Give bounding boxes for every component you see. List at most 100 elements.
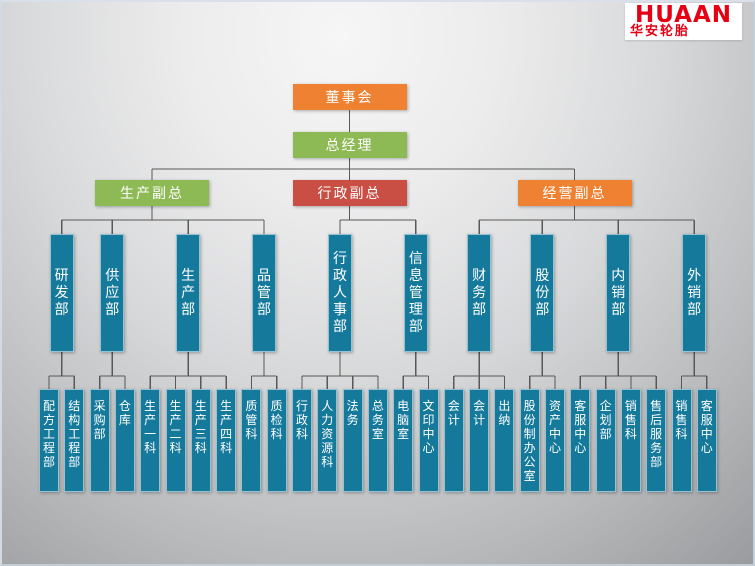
org-node-label-char: 程 [68, 441, 81, 455]
org-node-label-char: 份 [523, 413, 536, 427]
org-node-label-char: 库 [118, 413, 131, 427]
org-node-label-char: 管 [408, 284, 423, 301]
org-node-label-char: 政 [295, 413, 308, 427]
org-node-label-char: 科 [245, 427, 258, 441]
org-node-label-char: 计 [473, 413, 486, 427]
org-node-label-char: 产 [181, 284, 196, 301]
org-node-label-char: 中 [422, 427, 435, 441]
org-node-vp: 行政副总 [292, 180, 407, 206]
org-node-label-char: 心 [548, 441, 561, 455]
org-node-label-char: 总 [371, 399, 384, 413]
org-node-department: 财务部 [467, 234, 492, 352]
org-node-vp: 生产副总 [95, 180, 209, 206]
org-node-section: 总务室 [367, 389, 388, 492]
org-node-label-char: 室 [371, 427, 384, 441]
org-node-section: 配方工程部 [39, 389, 59, 492]
org-node-general-manager: 总经理 [292, 132, 407, 158]
org-node-section: 生产三科 [190, 389, 211, 492]
org-node-label-char: 人 [332, 284, 347, 301]
org-node-label-char: 中 [700, 427, 713, 441]
org-node-label-char: 科 [321, 455, 334, 469]
org-node-label-char: 事 [332, 301, 347, 318]
org-node-label-char: 政 [332, 267, 347, 284]
org-node-label-char: 产 [144, 413, 157, 427]
org-node-label-char: 售 [624, 413, 637, 427]
org-node-label-char: 仓 [118, 399, 131, 413]
org-node-label-char: 资 [321, 427, 334, 441]
org-node-label-char: 外 [687, 267, 702, 284]
org-node-label-char: 服 [700, 413, 713, 427]
org-node-section: 生产四科 [216, 389, 237, 492]
org-node-department: 信息管理部 [403, 234, 428, 352]
org-node-section: 出纳 [494, 389, 515, 492]
org-node-label-char: 文 [422, 399, 435, 413]
org-node-section: 客服中心 [696, 389, 717, 492]
org-node-section: 法务 [342, 389, 363, 492]
org-node-label-char: 生 [144, 399, 157, 413]
org-node-label-char: 品 [257, 267, 272, 284]
org-node-section: 销售科 [671, 389, 692, 492]
org-node-label-char: 部 [42, 455, 55, 469]
org-node-label-char: 部 [54, 301, 69, 318]
org-node-section: 电脑室 [393, 389, 414, 492]
org-node-label-char: 生 [169, 399, 182, 413]
org-node-label-char: 后 [650, 413, 663, 427]
org-node-label-char: 力 [321, 413, 334, 427]
org-node-label-char: 质 [245, 399, 258, 413]
org-node-label-char: 科 [220, 441, 233, 455]
org-node-label-char: 会 [447, 399, 460, 413]
org-node-label-char: 管 [257, 284, 272, 301]
org-node-label-char: 销 [687, 284, 702, 301]
org-node-label-char: 股 [535, 267, 550, 284]
org-node-label-char: 出 [498, 399, 511, 413]
org-node-label-char: 结 [68, 399, 81, 413]
org-node-section: 销售科 [620, 389, 641, 492]
org-node-label-char: 售 [675, 413, 688, 427]
org-node-label-char: 资 [548, 399, 561, 413]
org-node-label-char: 计 [447, 413, 460, 427]
org-node-label-char: 部 [93, 427, 106, 441]
org-node-label-char: 务 [472, 284, 487, 301]
org-node-label-char: 程 [42, 441, 55, 455]
org-node-label-char: 服 [574, 413, 587, 427]
org-node-label-char: 务 [346, 413, 359, 427]
org-node-label-char: 务 [371, 413, 384, 427]
org-node-section: 行政科 [292, 389, 312, 492]
org-node-label-char: 部 [68, 455, 81, 469]
org-node-label-char: 人 [321, 399, 334, 413]
org-node-label-char: 部 [687, 301, 702, 318]
org-node-label-char: 印 [422, 413, 435, 427]
org-node-label-char: 管 [245, 413, 258, 427]
org-node-label-char: 部 [599, 427, 612, 441]
org-node-label-char: 中 [574, 427, 587, 441]
org-node-label-char: 会 [473, 399, 486, 413]
org-node-board: 董事会 [292, 84, 407, 110]
org-node-label-char: 产 [548, 413, 561, 427]
org-node-section: 采购部 [89, 389, 110, 492]
org-node-label-char: 购 [93, 413, 106, 427]
org-node-label-char: 划 [599, 413, 612, 427]
org-node-label-char: 科 [169, 441, 182, 455]
org-node-department: 行政人事部 [327, 234, 352, 352]
org-node-department: 外销部 [682, 234, 707, 352]
org-node-department: 品管部 [252, 234, 277, 352]
org-node-department: 内销部 [606, 234, 631, 352]
org-node-section: 企划部 [595, 389, 616, 492]
org-node-label-char: 配 [42, 399, 55, 413]
company-logo: HUAAN 华安轮胎 [625, 3, 742, 40]
org-node-label-char: 脑 [397, 413, 410, 427]
org-node-label-char: 发 [54, 284, 69, 301]
org-node-label-char: 生 [194, 399, 207, 413]
org-node-label-char: 四 [220, 427, 233, 441]
org-node-label-char: 产 [169, 413, 182, 427]
org-node-label-char: 部 [105, 301, 120, 318]
org-node-section: 人力资源科 [317, 389, 338, 492]
org-node-label-char: 检 [270, 413, 283, 427]
org-node-label-char: 销 [624, 399, 637, 413]
org-node-label-char: 务 [650, 441, 663, 455]
org-node-label-char: 息 [408, 267, 423, 284]
org-node-label-char: 心 [574, 441, 587, 455]
org-node-section: 客服中心 [570, 389, 591, 492]
